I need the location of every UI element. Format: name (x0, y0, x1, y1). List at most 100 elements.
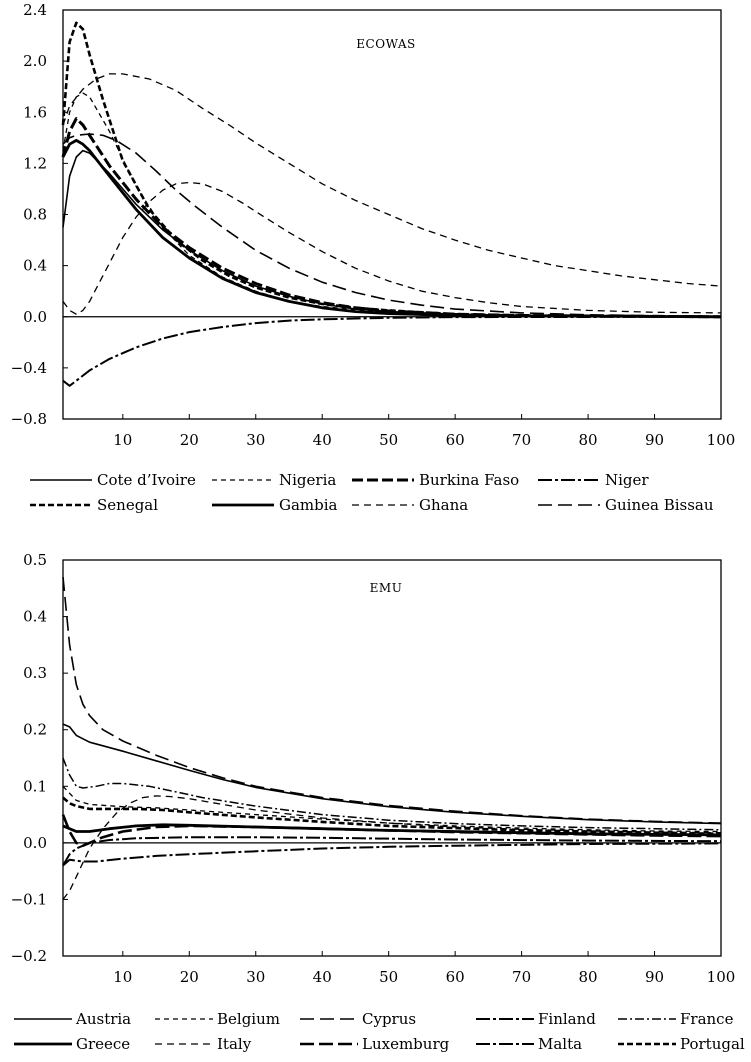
y-tick-label: 1.6 (23, 103, 47, 121)
legend-item: Nigeria (212, 471, 336, 489)
legend-label: Niger (605, 471, 649, 489)
y-tick-label: 0.4 (23, 608, 47, 626)
x-tick-label: 20 (180, 431, 199, 449)
y-tick-label: 0.1 (23, 777, 47, 795)
legend-label: Italy (217, 1035, 252, 1053)
legend-item: Austria (14, 1010, 131, 1028)
legend-label: Portugal (680, 1035, 745, 1053)
x-tick-label: 30 (246, 968, 265, 986)
y-tick-label: −0.1 (11, 890, 47, 908)
legend-label: Gambia (279, 496, 338, 514)
x-tick-label: 90 (645, 968, 664, 986)
legend-label: Luxemburg (362, 1035, 450, 1053)
x-tick-label: 40 (313, 431, 332, 449)
legend-label: Nigeria (279, 471, 336, 489)
y-tick-label: 0.5 (23, 551, 47, 569)
series-line-malta (62, 836, 722, 867)
series-line-italy (62, 795, 722, 900)
legend-item: Finland (476, 1010, 596, 1028)
x-tick-label: 80 (579, 968, 598, 986)
x-tick-label: 10 (113, 431, 132, 449)
x-tick-label: 70 (512, 968, 531, 986)
y-tick-label: 1.2 (23, 154, 47, 172)
ecowas-series (61, 21, 722, 387)
legend-label: Senegal (97, 496, 158, 514)
series-line-gambia (61, 139, 722, 319)
legend-item: Malta (476, 1035, 582, 1053)
legend-label: Ghana (419, 496, 468, 514)
series-line-senegal (61, 21, 722, 319)
x-tick-label: 60 (446, 431, 465, 449)
ecowas-panel: ECOWAS 2.4 2.0 1.6 1.2 0.8 0.4 0.0 −0.4 −0.8 10 2… (11, 1, 736, 514)
legend-item: Gambia (212, 496, 338, 514)
y-tick-label: 0.3 (23, 664, 47, 682)
series-line-burkina-faso (61, 117, 722, 319)
series-line (62, 181, 722, 315)
x-tick-label: 40 (313, 968, 332, 986)
legend-label: Guinea Bissau (605, 496, 714, 514)
x-tick-label: 70 (512, 431, 531, 449)
ecowas-plot-frame (62, 9, 722, 420)
legend-label: Burkina Faso (419, 471, 519, 489)
emu-series (61, 576, 722, 900)
emu-panel: EMU 0.5 0.4 0.3 0.2 0.1 0.0 −0.1 −0.2 10 20 30 40 5… (11, 551, 745, 1053)
y-tick-label: −0.8 (11, 410, 47, 428)
y-tick-label: 0.0 (23, 308, 47, 326)
y-tick-label: 0.8 (23, 206, 47, 224)
legend-item: Ghana (352, 496, 468, 514)
x-tick-label: 30 (246, 431, 265, 449)
y-tick-label: −0.4 (11, 359, 47, 377)
legend-label: Belgium (217, 1010, 280, 1028)
x-tick-label: 20 (180, 968, 199, 986)
series-line-ghana (62, 73, 722, 287)
legend-item: Cyprus (300, 1010, 416, 1028)
x-tick-label: 90 (645, 431, 664, 449)
legend-item: Greece (14, 1035, 130, 1053)
legend-item: Cote d’Ivoire (30, 471, 196, 489)
legend-item: Guinea Bissau (538, 496, 714, 514)
series-line-belgium (62, 785, 722, 833)
emu-title: EMU (370, 581, 403, 595)
series-line-finland (62, 842, 722, 867)
ecowas-title: ECOWAS (356, 37, 415, 51)
legend-label: Finland (538, 1010, 596, 1028)
ecowas-x-axis: 10 20 30 40 50 60 70 80 90 100 (113, 414, 735, 449)
legend-item: Italy (155, 1035, 252, 1053)
series-line-portugal (62, 796, 722, 836)
y-tick-label: −0.2 (11, 947, 47, 965)
emu-x-axis: 10 20 30 40 50 60 70 80 90 100 (113, 951, 735, 986)
legend-label: Cyprus (362, 1010, 416, 1028)
legend-item: Portugal (618, 1035, 745, 1053)
x-tick-label: 60 (446, 968, 465, 986)
ecowas-y-axis: 2.4 2.0 1.6 1.2 0.8 0.4 0.0 −0.4 −0.8 (11, 1, 68, 428)
y-tick-label: 2.0 (23, 52, 47, 70)
series-line-luxemburg (61, 814, 722, 847)
emu-y-axis: 0.5 0.4 0.3 0.2 0.1 0.0 −0.1 −0.2 (11, 551, 68, 965)
legend-label: Malta (538, 1035, 582, 1053)
legend-item: Luxemburg (300, 1035, 450, 1053)
y-tick-label: 0.0 (23, 834, 47, 852)
x-tick-label: 50 (379, 431, 398, 449)
legend-label: Cote d’Ivoire (97, 471, 196, 489)
y-tick-label: 0.4 (23, 257, 47, 275)
emu-legend: Austria Belgium Cyprus Finland France Greece I… (14, 1010, 745, 1053)
series-line-cyprus (62, 576, 722, 824)
legend-label: Austria (75, 1010, 131, 1028)
legend-item: Belgium (155, 1010, 280, 1028)
series-line-niger (62, 315, 722, 387)
x-tick-label: 50 (379, 968, 398, 986)
x-tick-label: 80 (579, 431, 598, 449)
legend-label: Greece (76, 1035, 130, 1053)
x-tick-label: 100 (707, 968, 736, 986)
legend-item: Burkina Faso (352, 471, 519, 489)
series-line-nigeria (62, 92, 721, 318)
y-tick-label: 2.4 (23, 1, 47, 19)
x-tick-label: 100 (707, 431, 736, 449)
legend-item: Niger (538, 471, 649, 489)
x-tick-label: 10 (113, 968, 132, 986)
ecowas-legend: Cote d’Ivoire Nigeria Burkina Faso Niger Sen… (30, 471, 714, 514)
legend-label: France (680, 1010, 734, 1028)
legend-item: Senegal (30, 496, 158, 514)
y-tick-label: 0.2 (23, 721, 47, 739)
series-line-france (62, 757, 722, 831)
